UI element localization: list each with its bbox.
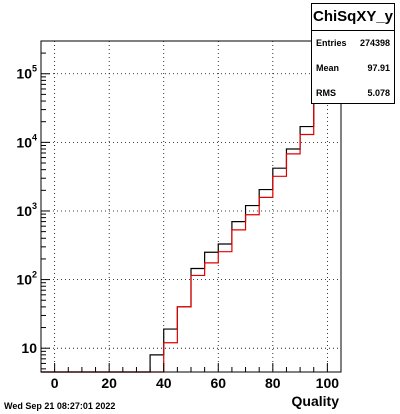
stats-value: 274398 bbox=[359, 38, 390, 48]
x-tick-label: 80 bbox=[265, 375, 281, 391]
x-tick-label: 20 bbox=[101, 375, 117, 391]
y-tick-label: 102 bbox=[16, 270, 37, 288]
y-tick-label: 10 bbox=[21, 340, 37, 356]
datestamp: Wed Sep 21 08:27:01 2022 bbox=[4, 401, 116, 411]
stats-row-mean: Mean 97.91 bbox=[312, 56, 394, 81]
stats-box: ChiSqXY_y Entries 274398 Mean 97.91 RMS … bbox=[311, 3, 395, 104]
stats-label: Mean bbox=[316, 63, 340, 73]
x-tick-label: 100 bbox=[316, 375, 340, 391]
stats-label: RMS bbox=[316, 88, 336, 98]
plot-frame bbox=[40, 40, 342, 373]
x-tick-label: 0 bbox=[51, 375, 59, 391]
grid-lines bbox=[41, 41, 341, 372]
stats-title: ChiSqXY_y bbox=[312, 4, 394, 31]
histogram-series bbox=[41, 55, 341, 373]
y-tick-label: 103 bbox=[16, 201, 37, 219]
y-tick-label: 104 bbox=[16, 132, 37, 150]
histogram-line-1 bbox=[41, 55, 341, 373]
y-tick-label: 105 bbox=[16, 64, 37, 82]
x-tick-label: 40 bbox=[156, 375, 172, 391]
stats-value: 97.91 bbox=[367, 63, 390, 73]
axis-ticks bbox=[40, 40, 342, 372]
histogram-line-0 bbox=[41, 55, 341, 373]
stats-label: Entries bbox=[316, 38, 347, 48]
x-axis-title: Quality bbox=[292, 393, 340, 409]
x-tick-label: 60 bbox=[210, 375, 226, 391]
y-tick-labels: 10 102 103 104 105 bbox=[16, 64, 37, 356]
stats-row-entries: Entries 274398 bbox=[312, 31, 394, 56]
x-tick-labels: 0 20 40 60 80 100 bbox=[51, 375, 340, 391]
stats-value: 5.078 bbox=[367, 88, 390, 98]
stats-row-rms: RMS 5.078 bbox=[312, 81, 394, 106]
